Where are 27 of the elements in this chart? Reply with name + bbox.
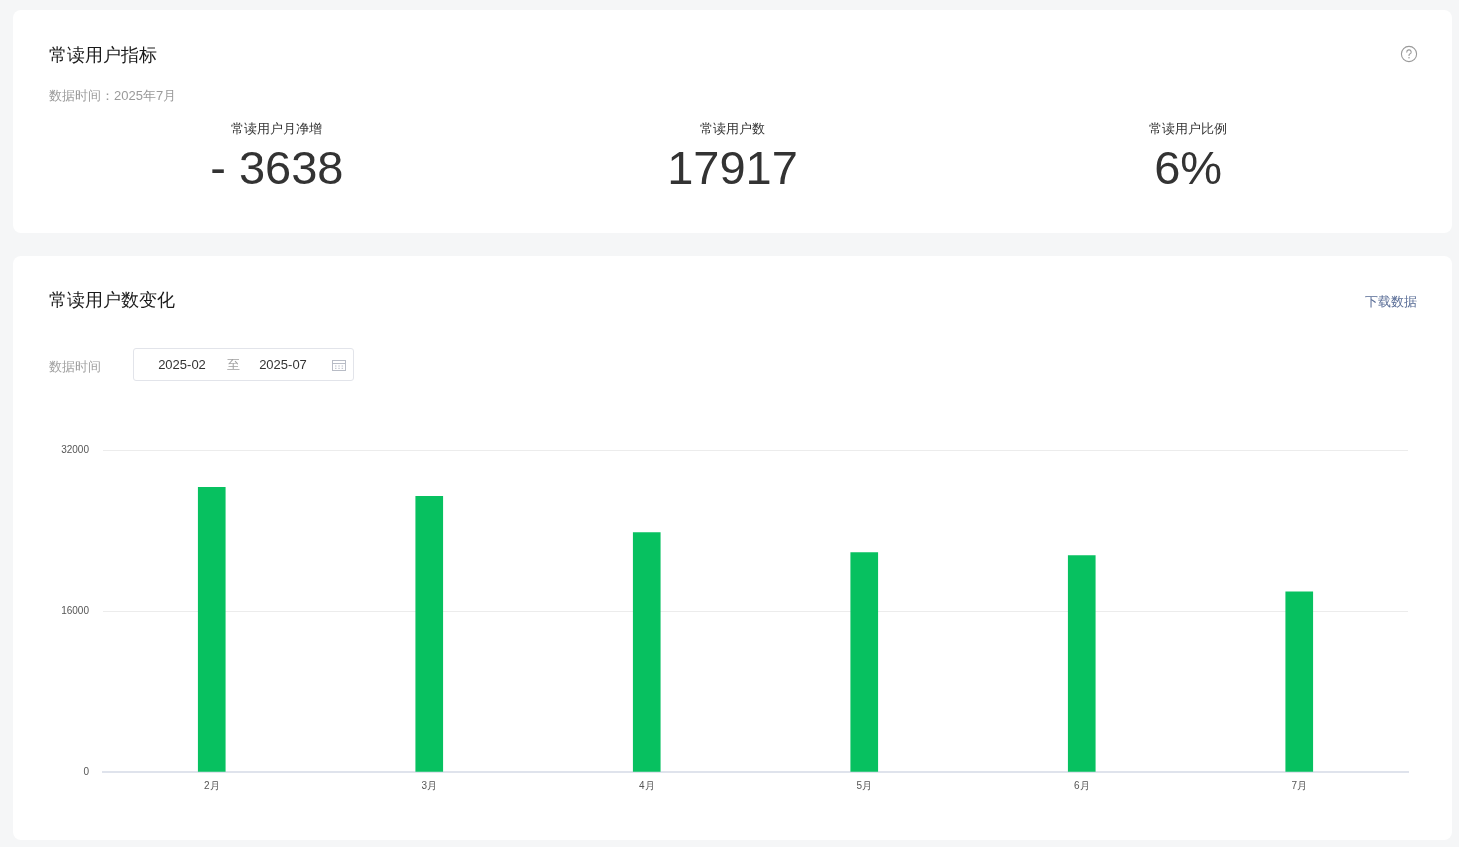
x-tick-label: 4月	[638, 779, 655, 791]
bar	[632, 532, 661, 772]
text: 数据时间：2025年7月	[49, 87, 177, 105]
y-tick-label: 16000	[61, 604, 90, 616]
text: 常读用户指标	[49, 44, 157, 67]
bar	[415, 495, 444, 772]
bar	[1067, 555, 1096, 772]
x-tick-label: 5月	[856, 779, 873, 791]
text: 常读用户比例	[1149, 120, 1228, 138]
text: 下载数据	[1365, 293, 1417, 311]
text: 常读用户数	[700, 120, 765, 138]
text: 常读用户月净增	[231, 120, 323, 138]
x-tick-label: 7月	[1291, 779, 1308, 791]
chart-title: 常读用户数变化	[49, 289, 175, 312]
bar	[1285, 591, 1314, 772]
x-tick-label: 2月	[203, 779, 220, 791]
y-tick-label: 32000	[61, 443, 90, 455]
text: 17917	[667, 141, 798, 195]
x-tick-label: 6月	[1073, 779, 1090, 791]
bar	[197, 486, 226, 772]
date-range-field: 2025-02 至 2025-07	[133, 348, 354, 381]
y-tick-label: 0	[83, 765, 90, 777]
text: - 3638	[210, 141, 344, 195]
x-tick-label: 3月	[421, 779, 438, 791]
text: 数据时间	[49, 358, 101, 376]
bar	[850, 552, 879, 772]
text: 6%	[1154, 141, 1223, 195]
